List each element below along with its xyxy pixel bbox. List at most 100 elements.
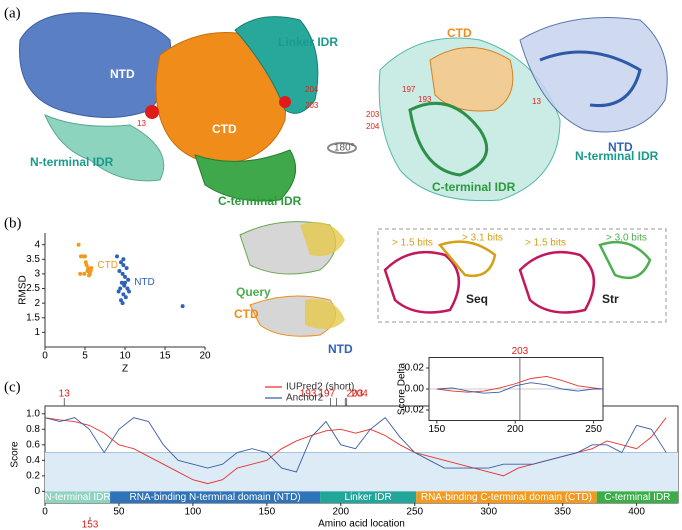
x-tick-label: 250 bbox=[585, 424, 602, 435]
label-nidr: N-terminal IDR bbox=[575, 149, 659, 163]
x-tick-label: 400 bbox=[628, 507, 645, 518]
point bbox=[78, 271, 83, 276]
rotation-label: 180° bbox=[334, 143, 355, 154]
x-tick-label: 0 bbox=[42, 507, 48, 518]
x-axis-label: Z bbox=[122, 364, 128, 375]
point bbox=[82, 271, 87, 276]
surface-right bbox=[378, 17, 668, 202]
y-tick-label: 2 bbox=[34, 298, 40, 309]
residue: 203 bbox=[366, 110, 380, 119]
domain-bar bbox=[110, 491, 321, 503]
y-tick-label: 0.2 bbox=[26, 470, 40, 481]
point bbox=[125, 286, 130, 291]
label-ntd: NTD bbox=[608, 140, 633, 154]
domain-bar bbox=[45, 491, 111, 503]
bits-label: > 3.0 bits bbox=[606, 233, 647, 244]
y-axis-label: Score Delta bbox=[397, 362, 408, 415]
y-tick-label: 2.5 bbox=[26, 283, 40, 294]
point bbox=[83, 254, 87, 259]
x-tick-label: 5 bbox=[82, 351, 88, 362]
point bbox=[123, 280, 127, 285]
y-tick-label: 1.0 bbox=[26, 408, 40, 419]
point bbox=[127, 289, 131, 294]
domain-label: RNA-binding C-terminal domain (CTD) bbox=[421, 492, 592, 503]
y-tick-label: -0.02 bbox=[401, 405, 424, 416]
point bbox=[119, 298, 123, 303]
label-linker: Linker IDR bbox=[278, 35, 338, 49]
annotation-label: 197 bbox=[318, 389, 335, 400]
x-tick-label: 150 bbox=[428, 424, 445, 435]
x-tick-label: 10 bbox=[119, 351, 131, 362]
y-axis-label: RMSD bbox=[18, 275, 29, 304]
annotation-label: 13 bbox=[59, 389, 71, 400]
point bbox=[124, 266, 129, 271]
point bbox=[123, 295, 128, 300]
x-tick-label: 100 bbox=[185, 507, 202, 518]
residue: 193 bbox=[418, 95, 432, 104]
threshold-area bbox=[45, 452, 678, 492]
x-tick-label: 250 bbox=[406, 507, 423, 518]
residue: 197 bbox=[402, 85, 416, 94]
y-axis-label: Score bbox=[10, 441, 21, 468]
structure-images bbox=[239, 221, 667, 337]
x-tick-label: 300 bbox=[480, 507, 497, 518]
annotation-label: 204 bbox=[351, 389, 368, 400]
domain-label: C-terminal IDR bbox=[604, 492, 670, 503]
label-ctd: CTD bbox=[212, 122, 237, 136]
domain-bar bbox=[320, 491, 417, 503]
y-tick-label: 3.5 bbox=[26, 254, 40, 265]
legend-label: Anchor2 bbox=[286, 393, 324, 404]
point bbox=[83, 260, 88, 265]
y-tick-label: 0.8 bbox=[26, 424, 40, 435]
series-line bbox=[44, 417, 667, 473]
series-line bbox=[436, 382, 603, 394]
marker-label: 203 bbox=[512, 346, 529, 357]
panel-label: (a) bbox=[4, 5, 21, 21]
residue: 204 bbox=[305, 85, 319, 94]
annotation-label: 193 bbox=[300, 389, 317, 400]
point bbox=[117, 269, 122, 273]
point bbox=[119, 280, 124, 285]
annotation-label: 153 bbox=[82, 520, 99, 530]
y-tick-label: 0.6 bbox=[26, 439, 40, 450]
y-tick-label: 4 bbox=[34, 239, 40, 250]
label-ntd: NTD bbox=[328, 342, 353, 356]
domain-label: RNA-binding N-terminal domain (NTD) bbox=[129, 492, 300, 503]
annotation-label: 203 bbox=[346, 389, 363, 400]
x-tick-label: 200 bbox=[332, 507, 349, 518]
x-tick-label: 200 bbox=[507, 424, 524, 435]
label-seq: Seq bbox=[466, 292, 488, 306]
label-ntd: NTD bbox=[110, 67, 135, 81]
label-query: Query bbox=[236, 285, 271, 299]
y-tick-label: 3 bbox=[34, 269, 40, 280]
domain-label: Linker IDR bbox=[345, 492, 392, 503]
surface-left bbox=[19, 12, 319, 202]
y-tick-label: 1 bbox=[34, 327, 40, 338]
label-cidr: C-terminal IDR bbox=[218, 194, 302, 208]
point bbox=[88, 269, 93, 273]
point bbox=[118, 286, 123, 291]
residue: 13 bbox=[137, 119, 146, 128]
label-nidr: N-terminal IDR bbox=[30, 155, 114, 169]
domain-label: N-terminal IDR bbox=[44, 492, 110, 503]
series-line bbox=[436, 375, 604, 393]
label-ctd: CTD bbox=[447, 26, 472, 40]
point bbox=[121, 292, 126, 297]
y-tick-label: 0.00 bbox=[405, 384, 425, 395]
domain-bar bbox=[596, 491, 678, 503]
x-tick-label: 0 bbox=[42, 351, 48, 362]
bits-label: > 3.1 bits bbox=[462, 233, 503, 244]
point bbox=[180, 304, 185, 309]
point bbox=[121, 263, 126, 268]
point bbox=[119, 260, 123, 265]
x-tick-label: 20 bbox=[199, 351, 211, 362]
x-tick-label: 15 bbox=[159, 351, 171, 362]
point bbox=[116, 289, 121, 294]
domain-bar bbox=[416, 491, 597, 503]
point bbox=[120, 271, 125, 276]
bits-label: > 1.5 bits bbox=[392, 238, 433, 249]
y-tick-label: 1.5 bbox=[26, 312, 40, 323]
point bbox=[126, 277, 131, 282]
point bbox=[123, 274, 127, 279]
